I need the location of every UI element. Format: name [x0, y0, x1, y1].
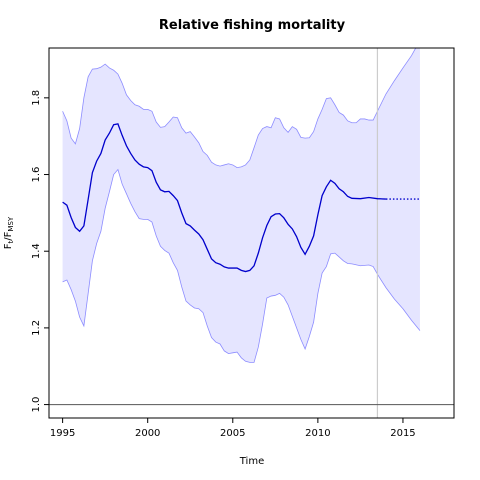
chart-title: Relative fishing mortality — [159, 18, 346, 33]
x-tick-label: 1995 — [50, 428, 75, 439]
y-axis-label-sep: /F — [3, 231, 14, 240]
plot-frame — [48, 47, 455, 419]
confidence-band — [62, 48, 420, 363]
band-upper-edge — [62, 48, 417, 169]
x-tick-label: 2005 — [220, 428, 245, 439]
y-tick-label: 1.8 — [31, 90, 42, 106]
y-axis-label-sub1: t — [7, 240, 15, 243]
x-axis-label: Time — [239, 456, 264, 467]
plot-area — [49, 48, 454, 418]
x-axis: 1995 2000 2005 2010 2015 — [50, 418, 416, 439]
y-axis-label: Ft/FMSY — [3, 216, 15, 249]
x-tick-label: 2015 — [390, 428, 415, 439]
y-tick-label: 1.6 — [31, 167, 42, 183]
y-axis: 1.0 1.2 1.4 1.6 1.8 — [31, 90, 49, 413]
x-tick-label: 2010 — [305, 428, 330, 439]
band-lower-edge — [62, 168, 421, 363]
y-axis-label-sub2: MSY — [7, 216, 15, 231]
estimate-line — [62, 123, 386, 273]
plot-content — [49, 48, 454, 418]
y-tick-label: 1.2 — [31, 320, 42, 336]
x-tick-label: 2000 — [135, 428, 160, 439]
y-axis-label-main: F — [3, 243, 14, 249]
y-tick-label: 1.0 — [31, 397, 42, 413]
y-tick-label: 1.4 — [31, 243, 42, 259]
